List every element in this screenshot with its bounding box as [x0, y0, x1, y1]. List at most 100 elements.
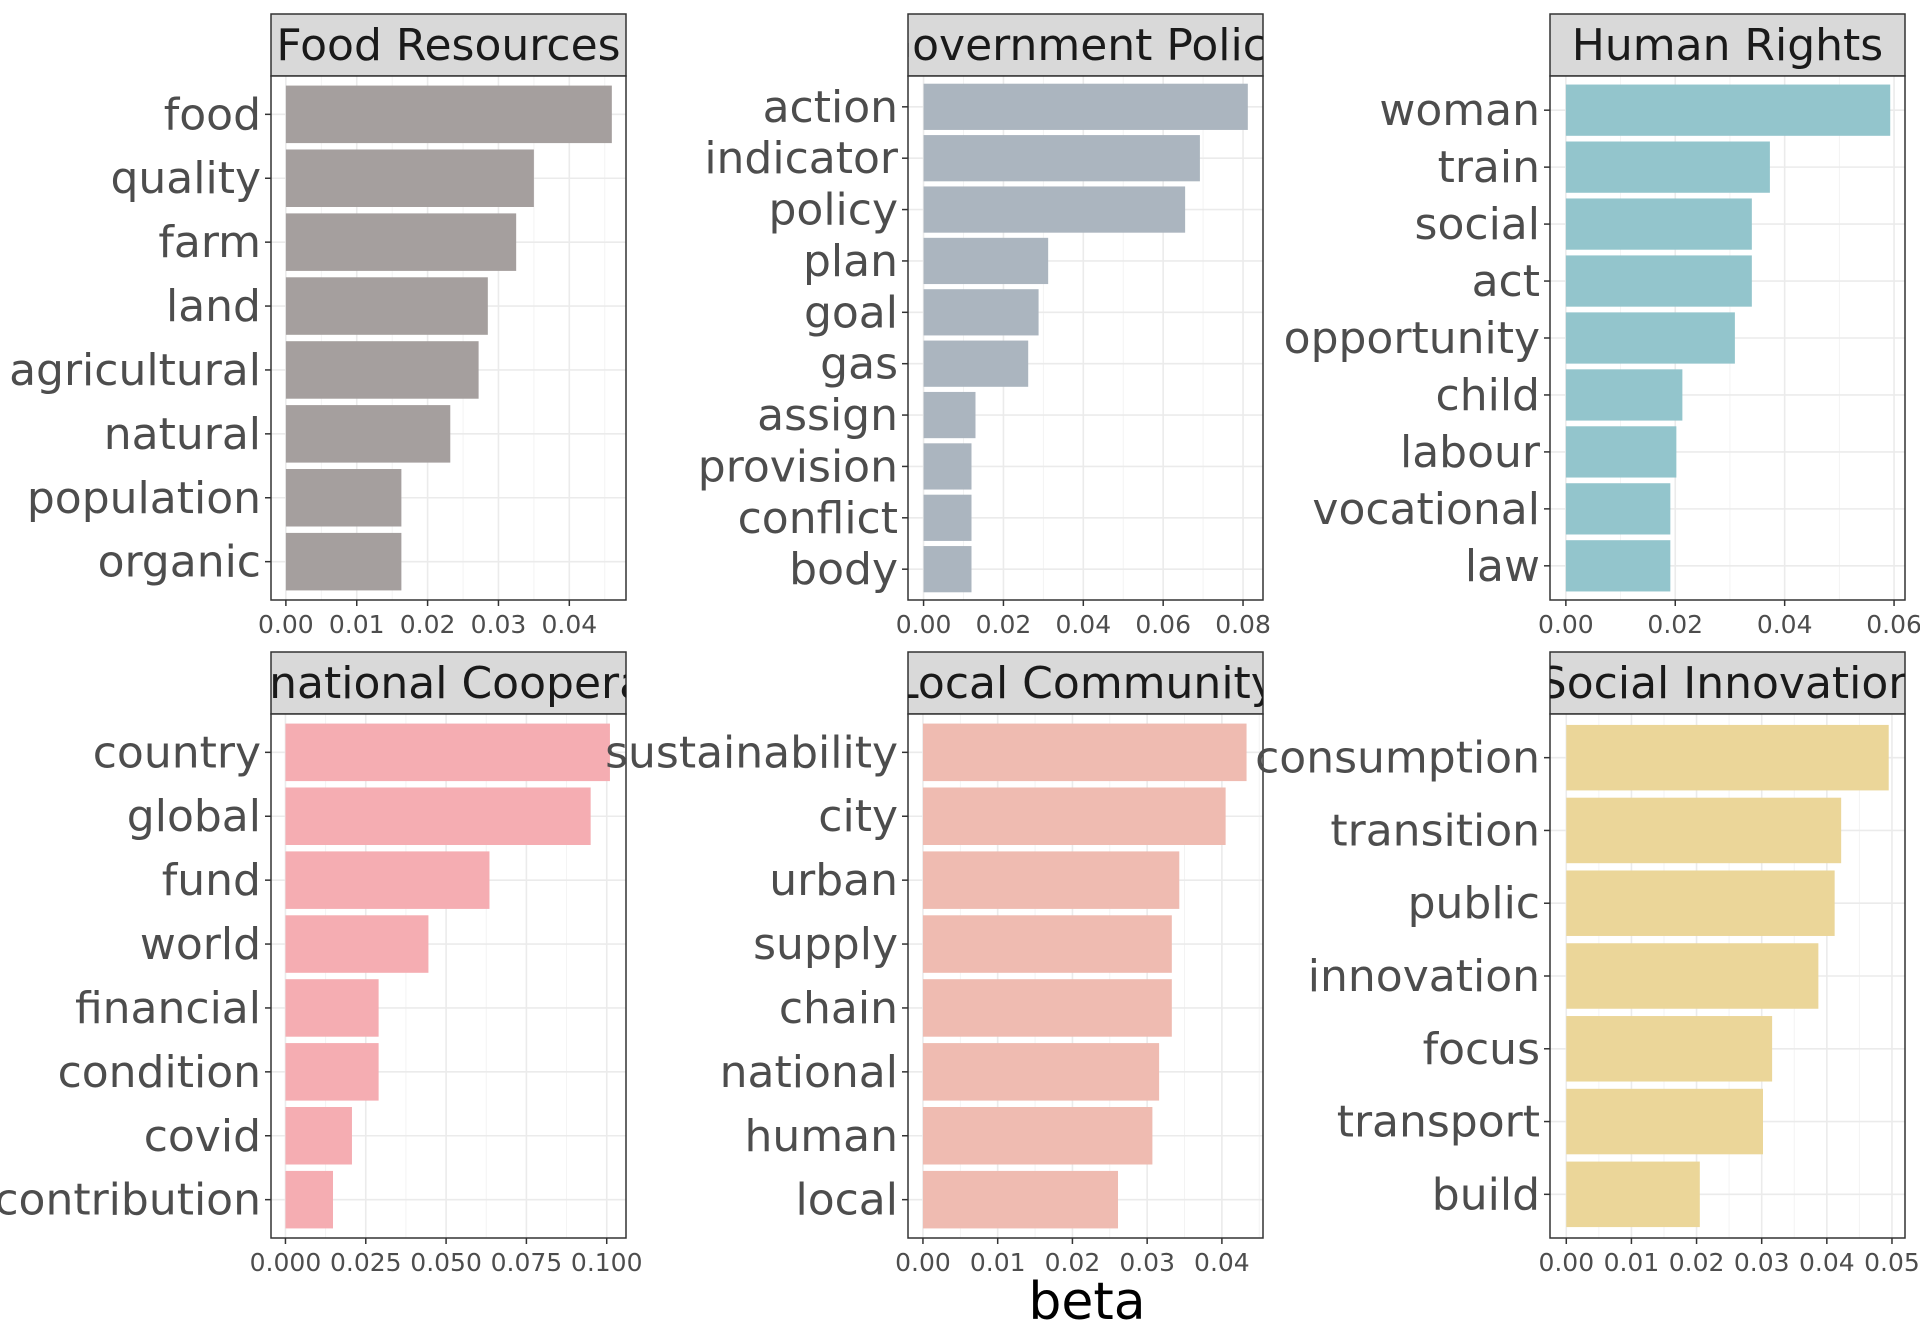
x-tick-label: 0.03 [1119, 1248, 1175, 1277]
bar [285, 277, 488, 335]
category-label: land [166, 281, 261, 332]
category-label: consumption [1255, 733, 1540, 784]
panel-strip [270, 651, 627, 715]
category-label: sustainability [605, 727, 898, 778]
x-tick-label: 0.03 [471, 610, 527, 639]
panel-border [907, 713, 1264, 1239]
bar [285, 405, 451, 463]
x-tick-label: 0.01 [1604, 1248, 1660, 1277]
x-tick-label: 0.050 [410, 1248, 482, 1277]
category-label: world [140, 919, 261, 970]
x-tick-label: 0.02 [1669, 1248, 1725, 1277]
panel-title: Social Innovation [1539, 658, 1916, 709]
category-label: train [1438, 142, 1540, 193]
category-label: urban [769, 855, 898, 906]
bar [1566, 1088, 1763, 1155]
category-label: woman [1379, 85, 1540, 136]
panel-title: Food Resources [276, 20, 620, 71]
x-tick-label: 0.04 [1799, 1248, 1855, 1277]
category-label: body [789, 544, 898, 595]
category-label: provision [698, 441, 898, 492]
category-label: labour [1400, 427, 1541, 478]
bar [923, 546, 972, 593]
bar [923, 340, 1029, 387]
category-label: covid [144, 1111, 261, 1162]
bar [1565, 255, 1752, 307]
x-tick-label: 0.02 [400, 610, 456, 639]
bar [285, 341, 479, 399]
category-label: act [1472, 256, 1540, 307]
bar [285, 979, 379, 1037]
category-label: goal [804, 287, 898, 338]
bar [1566, 1161, 1700, 1228]
panel-border [270, 75, 627, 601]
x-tick-label: 0.08 [1215, 610, 1271, 639]
category-label: city [818, 791, 898, 842]
bar [285, 787, 591, 845]
category-label: child [1436, 370, 1540, 421]
x-tick-label: 0.00 [1538, 610, 1594, 639]
x-tick-label: 0.02 [1647, 610, 1703, 639]
panel: Food Resources food quality farm land agricul… [9, 13, 627, 639]
bar [1566, 797, 1842, 864]
panel-border [1549, 713, 1906, 1239]
category-label: action [763, 82, 898, 133]
panel-border [907, 75, 1264, 601]
bar [285, 1107, 352, 1165]
bar [285, 915, 429, 973]
category-label: natural [104, 409, 261, 460]
panel-title: Human Rights [1572, 20, 1883, 71]
panel-strip [270, 13, 627, 77]
bar [923, 83, 1248, 130]
category-label: farm [158, 217, 261, 268]
category-label: opportunity [1284, 313, 1540, 364]
category-label: organic [98, 537, 261, 588]
category-label: social [1415, 199, 1540, 250]
bar [922, 915, 1172, 973]
bar [922, 1107, 1153, 1165]
bar [1565, 312, 1735, 364]
panel-border [1549, 75, 1906, 601]
bar [922, 1170, 1119, 1229]
bar [923, 289, 1039, 336]
category-label: agricultural [9, 345, 261, 396]
x-axis-label: beta [1028, 1272, 1145, 1332]
category-label: human [745, 1111, 898, 1162]
panel: Human Rights woman train social act opportuni… [1284, 13, 1920, 639]
panel: Social Innovation consumption transition pu… [1255, 651, 1920, 1277]
x-tick-label: 0.00 [895, 1248, 951, 1277]
x-tick-label: 0.01 [970, 1248, 1026, 1277]
x-tick-label: 0.04 [541, 610, 597, 639]
bar [923, 494, 972, 541]
x-tick-label: 0.00 [1538, 1248, 1594, 1277]
bar [285, 1170, 334, 1229]
x-tick-label: 0.03 [1734, 1248, 1790, 1277]
panel-title: Local Community [894, 658, 1277, 709]
x-tick-label: 0.02 [1045, 1248, 1101, 1277]
bar [285, 723, 610, 782]
bar [285, 213, 517, 271]
bar [923, 237, 1049, 285]
bar [923, 391, 976, 439]
x-tick-label: 0.00 [896, 610, 952, 639]
bar [1565, 426, 1677, 478]
bar [1565, 369, 1683, 421]
bar [1565, 483, 1671, 535]
panel-border [270, 713, 627, 1239]
category-label: food [164, 89, 261, 140]
category-label: build [1432, 1169, 1540, 1220]
bar [922, 1043, 1160, 1101]
bar [1565, 84, 1891, 136]
x-tick-label: 0.06 [1866, 610, 1920, 639]
category-label: gas [820, 339, 898, 390]
bar [922, 723, 1247, 782]
category-label: contribution [0, 1175, 261, 1226]
category-label: chain [779, 983, 898, 1034]
bar [285, 149, 534, 207]
category-label: assign [757, 390, 898, 441]
x-tick-label: 0.05 [1864, 1248, 1920, 1277]
category-label: innovation [1308, 951, 1540, 1002]
panel-title: Government Policy [878, 20, 1293, 71]
panel-strip [1549, 13, 1906, 77]
